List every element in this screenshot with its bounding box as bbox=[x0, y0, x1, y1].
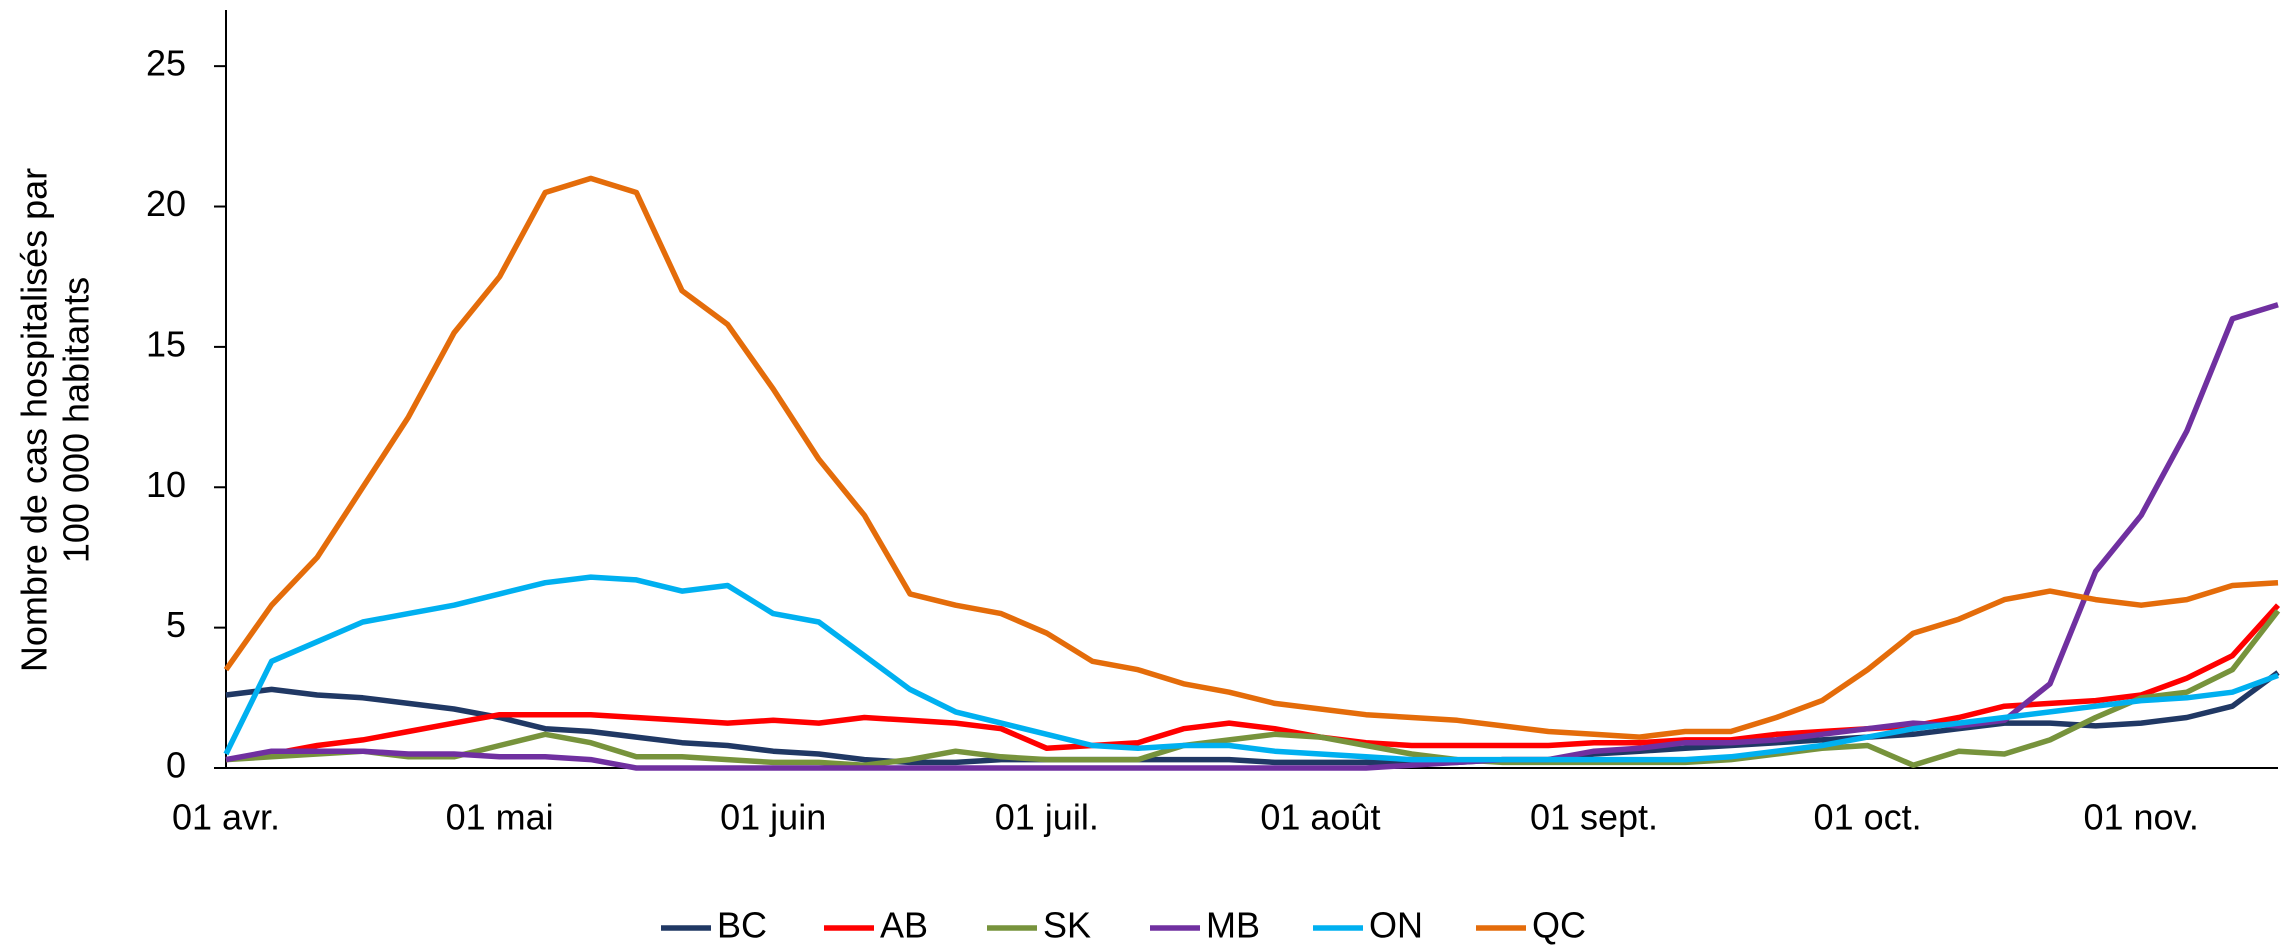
legend-label: QC bbox=[1532, 905, 1586, 946]
series-line bbox=[223, 175, 2279, 740]
series-line bbox=[223, 574, 2279, 763]
y-tick-label: 5 bbox=[166, 604, 186, 645]
x-tick-label: 01 juil. bbox=[995, 797, 1099, 838]
x-tick-label: 01 mai bbox=[446, 797, 554, 838]
legend-label: ON bbox=[1369, 905, 1423, 946]
y-tick-label: 15 bbox=[146, 323, 186, 364]
y-tick-label: 25 bbox=[146, 43, 186, 84]
x-tick-label: 01 sept. bbox=[1530, 797, 1658, 838]
y-tick-label: 10 bbox=[146, 464, 186, 505]
series-line bbox=[225, 603, 2281, 763]
legend-label: MB bbox=[1206, 905, 1260, 946]
x-tick-label: 01 avr. bbox=[172, 797, 280, 838]
y-tick-label: 20 bbox=[146, 183, 186, 224]
series-line bbox=[225, 609, 2281, 768]
series-line bbox=[225, 670, 2280, 766]
y-axis-title: Nombre de cas hospitalisés par 100 000 h… bbox=[14, 168, 97, 672]
x-tick-label: 01 juin bbox=[720, 797, 826, 838]
x-tick-label: 01 août bbox=[1260, 797, 1380, 838]
x-tick-label: 01 nov. bbox=[2083, 797, 2198, 838]
legend-label: BC bbox=[717, 905, 767, 946]
y-axis-title-line: 100 000 habitants bbox=[56, 277, 97, 563]
legend-label: SK bbox=[1043, 905, 1091, 946]
legend-label: AB bbox=[880, 905, 928, 946]
y-tick-label: 0 bbox=[166, 745, 186, 786]
x-tick-label: 01 oct. bbox=[1814, 797, 1922, 838]
y-axis-title-line: Nombre de cas hospitalisés par bbox=[14, 168, 55, 672]
